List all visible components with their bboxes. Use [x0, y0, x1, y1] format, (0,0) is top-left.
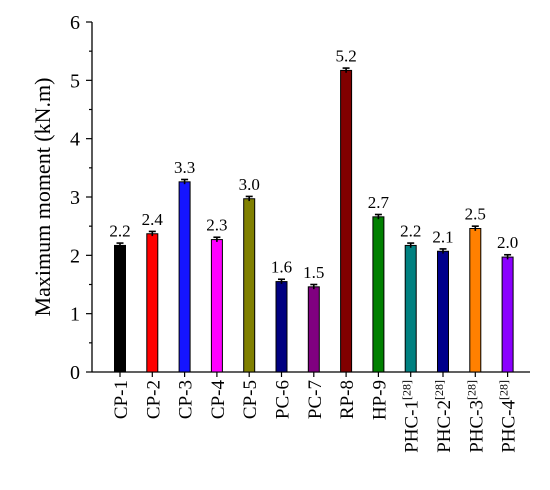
- data-label: 1.5: [303, 263, 324, 282]
- bar-cp-4: [210, 239, 223, 373]
- data-label: 2.2: [400, 221, 421, 240]
- bar-cp-1: [114, 244, 126, 373]
- bar-pc-7: [307, 286, 320, 373]
- y-tick-label: 2: [70, 245, 80, 267]
- data-label: 5.2: [335, 46, 356, 65]
- bar-pc-6: [275, 281, 288, 373]
- axes: 0 1 2 3 4 5 6: [70, 12, 530, 384]
- category-label: PHC-3[28]: [464, 380, 487, 453]
- category-labels: CP-1 CP-2 CP-3 CP-4 CP-5 PC-6 PC-7 RP-8 HP-9 PHC-…: [111, 380, 520, 453]
- category-label: RP-8: [337, 380, 358, 419]
- y-tick-label: 4: [70, 129, 80, 151]
- category-label: PHC-4[28]: [497, 380, 520, 453]
- category-label: PC-6: [273, 380, 294, 419]
- category-label: CP-2: [143, 380, 164, 419]
- y-tick-label: 6: [70, 12, 80, 34]
- bar-cp-5: [243, 198, 256, 373]
- y-axis-title: Maximum moment (kN.m): [30, 78, 55, 317]
- bar-cp-2: [146, 233, 159, 373]
- data-label: 1.6: [271, 258, 292, 277]
- category-label: CP-5: [240, 380, 261, 419]
- y-tick-label: 0: [70, 362, 80, 384]
- y-tick-label: 1: [70, 304, 80, 326]
- bar-phc-3: [469, 228, 482, 373]
- data-label: 2.0: [497, 233, 518, 252]
- data-label: 2.2: [109, 221, 130, 240]
- data-label: 2.4: [142, 210, 164, 229]
- data-label: 3.0: [239, 175, 260, 194]
- bar-phc-2: [437, 250, 449, 373]
- data-label: 3.3: [174, 158, 195, 177]
- data-label: 2.3: [206, 216, 227, 235]
- bar-cp-3: [178, 181, 191, 373]
- category-label: PHC-2[28]: [432, 380, 455, 453]
- bar-rp-8: [340, 69, 353, 373]
- data-label: 2.5: [465, 205, 486, 224]
- data-label: 2.1: [432, 227, 453, 246]
- category-label: PHC-1[28]: [400, 380, 423, 453]
- category-label: HP-9: [369, 380, 390, 420]
- y-tick-label: 5: [70, 70, 80, 92]
- data-labels: 2.2 2.4 3.3 2.3 3.0 1.6 1.5 5.2 2.7 2.2 2.1 2.5 2.0: [109, 46, 518, 281]
- y-tick-label: 3: [70, 187, 80, 209]
- category-label: CP-1: [111, 380, 132, 419]
- category-label: CP-3: [176, 380, 197, 419]
- data-label: 2.7: [368, 193, 390, 212]
- category-label: CP-4: [208, 380, 229, 420]
- bar-phc-4: [501, 256, 514, 373]
- bar-hp-9: [372, 216, 385, 373]
- bars: [114, 67, 514, 373]
- bar-phc-1: [404, 244, 417, 373]
- category-label: PC-7: [305, 380, 326, 419]
